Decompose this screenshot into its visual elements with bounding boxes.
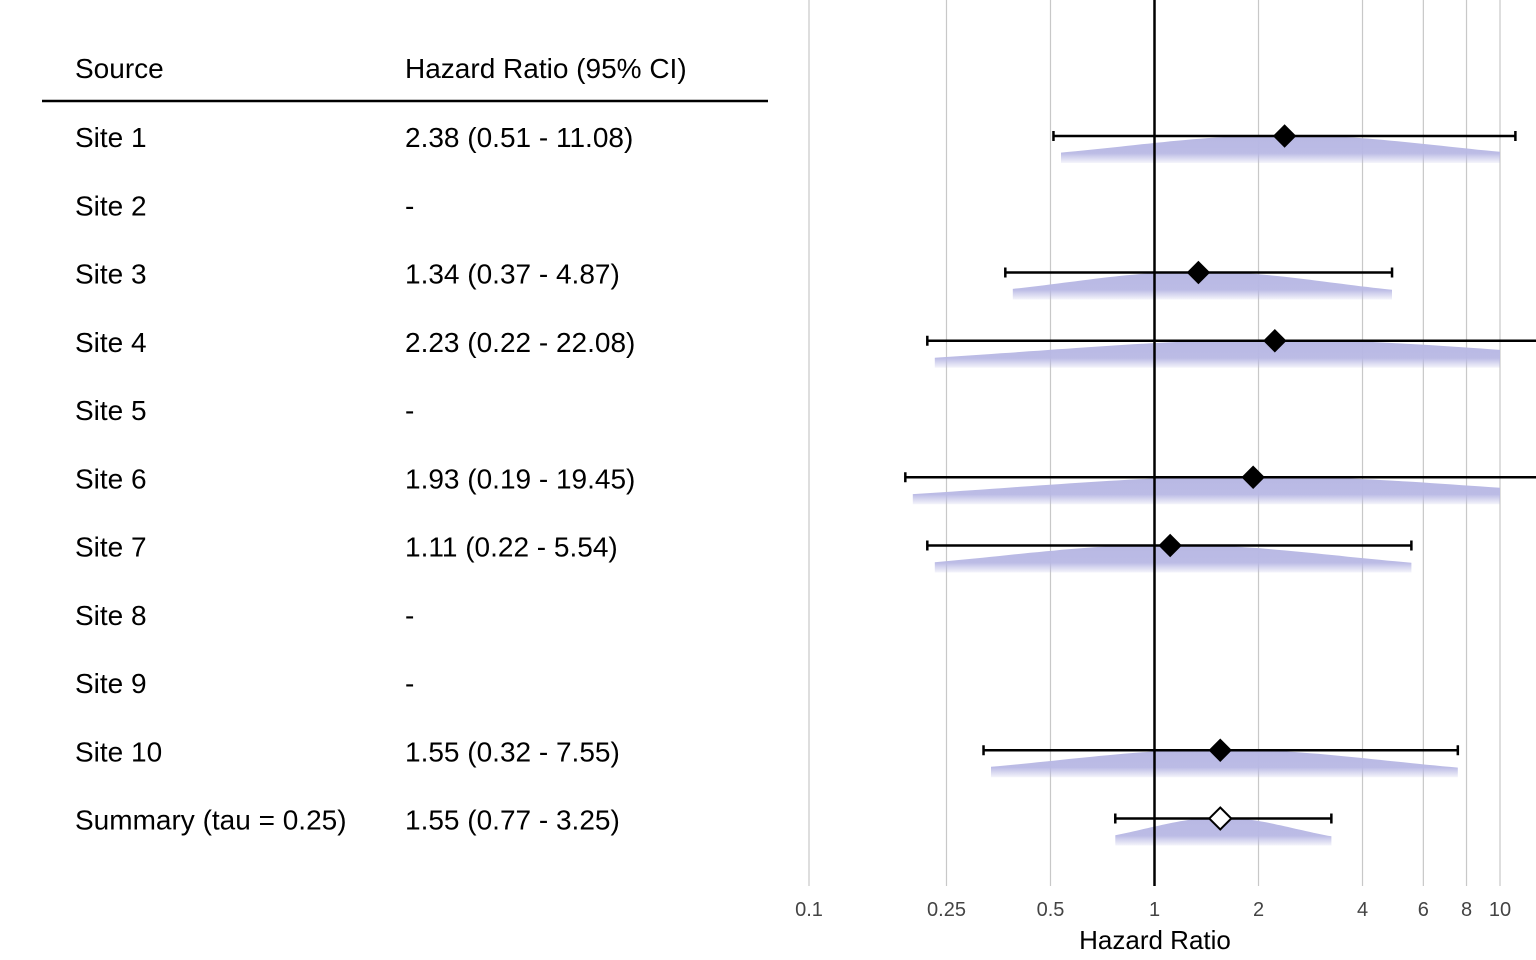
row-source-label: Summary (tau = 0.25) [75,805,347,836]
row-ratio-label: 1.55 (0.77 - 3.25) [405,805,620,836]
x-tick-label: 0.25 [927,899,966,921]
density-shape [912,476,1500,505]
row-ratio-label: - [405,600,414,631]
x-tick-label: 4 [1357,899,1368,921]
point-estimate-marker [1241,465,1265,489]
density-shape [991,749,1458,778]
row-source-label: Site 1 [75,122,147,153]
point-estimates [1158,124,1297,831]
row-ratio-label: 2.23 (0.22 - 22.08) [405,327,635,358]
x-tick-label: 1 [1149,899,1160,921]
row-ratio-label: 1.34 (0.37 - 4.87) [405,259,620,290]
point-estimate-marker [1272,124,1297,148]
row-source-label: Site 8 [75,600,147,631]
source-column-header: Source [75,53,164,84]
x-tick-label: 0.5 [1037,899,1065,921]
density-shape [1115,817,1332,846]
confidence-intervals [904,131,1536,824]
density-shape [1012,271,1392,300]
hazard-ratio-column-header: Hazard Ratio (95% CI) [405,53,687,84]
x-axis-label: Hazard Ratio [1079,925,1231,955]
row-ratio-label: 1.11 (0.22 - 5.54) [405,532,618,563]
x-axis-ticks: 0.1 0.25 0.5 1 2 4 6 8 10 [795,899,1511,921]
density-shape [1061,135,1500,163]
x-tick-label: 0.1 [795,899,823,921]
row-source-label: Site 3 [75,259,147,290]
row-source-label: Site 9 [75,668,147,699]
x-tick-label: 6 [1418,899,1429,921]
row-ratio-label: - [405,668,414,699]
point-estimate-marker [1186,260,1211,285]
point-estimate-marker [1263,329,1287,353]
density-shape [934,339,1500,368]
x-tick-label: 2 [1253,899,1264,921]
row-ratio-label: - [405,190,414,221]
row-ratio-label: 2.38 (0.51 - 11.08) [405,122,633,153]
row-source-label: Site 7 [75,532,147,563]
row-source-label: Site 5 [75,395,147,426]
x-tick-label: 8 [1461,899,1472,921]
density-shape [934,544,1412,573]
row-ratio-label: - [405,395,414,426]
row-ratio-label: 1.55 (0.32 - 7.55) [405,736,620,767]
row-source-label: Site 4 [75,327,147,358]
row-source-label: Site 6 [75,463,147,494]
point-estimate-marker [1208,738,1232,762]
row-source-label: Site 2 [75,190,147,221]
row-source-label: Site 10 [75,736,162,767]
point-estimate-marker [1158,533,1182,558]
summary-estimate-marker [1207,806,1233,831]
table-rows: Site 1 2.38 (0.51 - 11.08) Site 2 - Site 3 1.… [75,122,635,836]
row-ratio-label: 1.93 (0.19 - 19.45) [405,463,635,494]
x-tick-label: 10 [1489,899,1511,921]
density-shapes [912,135,1500,846]
